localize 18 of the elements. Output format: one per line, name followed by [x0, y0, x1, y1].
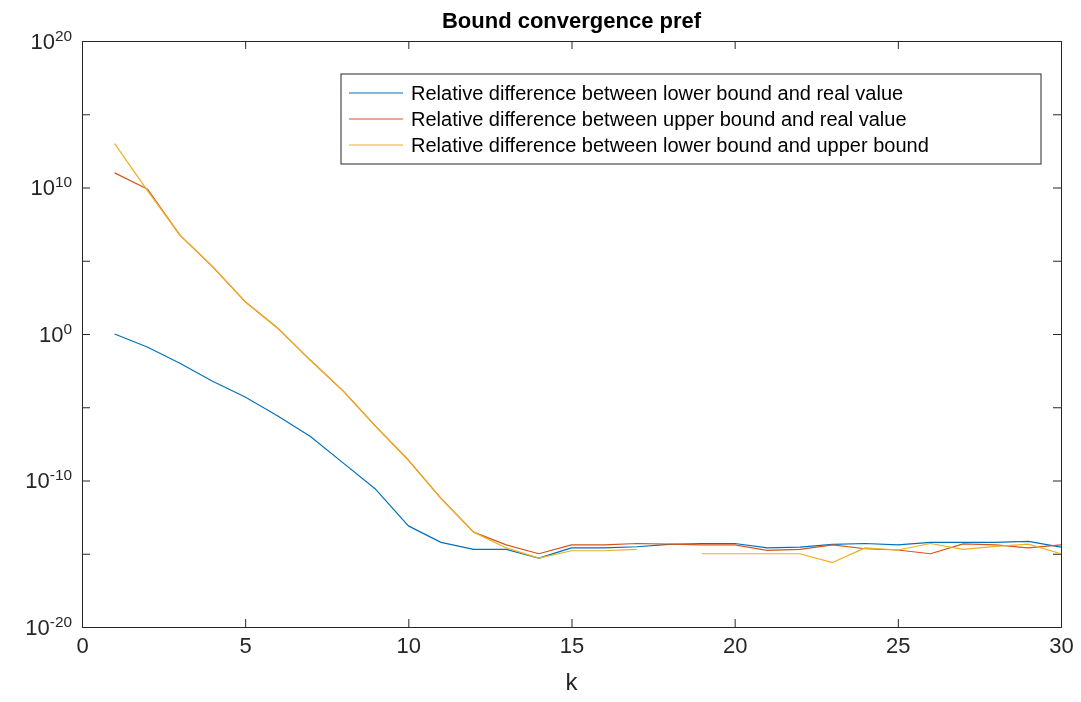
x-tick-label: 15 [559, 632, 585, 658]
x-axis-title: k [565, 668, 579, 695]
x-tick-label: 25 [886, 632, 911, 658]
legend-label: Relative difference between lower bound and upper bound [411, 134, 929, 156]
y-tick-label: 10$^{-20}$ [25, 612, 72, 640]
chart-title: Bound convergence pref [441, 8, 702, 33]
legend-label: Relative difference between lower bound and real value [411, 82, 904, 104]
x-tick-label: 0 [76, 632, 89, 658]
legend-label: Relative difference between upper bound and real value [411, 108, 907, 130]
y-tick-label: 10$^{10}$ [30, 172, 72, 201]
x-tick-label: 20 [722, 632, 748, 658]
y-tick-label: 10$^{-10}$ [25, 465, 72, 494]
line-series [114, 333, 1062, 559]
x-tick-label: 30 [1049, 632, 1074, 658]
x-tick-label: 10 [396, 632, 422, 658]
x-tick-label: 5 [239, 632, 252, 658]
y-tick-label: 10$^{0}$ [38, 319, 72, 347]
y-tick-label: 10$^{20}$ [30, 26, 72, 54]
